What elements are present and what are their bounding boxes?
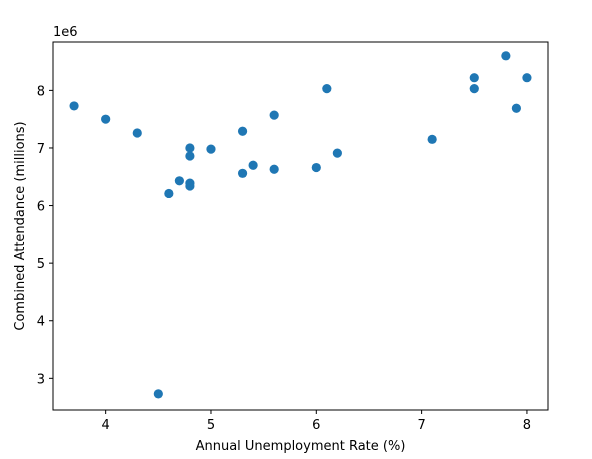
x-tick-label: 7 [417, 418, 425, 433]
data-point-19 [332, 148, 342, 158]
y-tick-label: 7 [37, 142, 45, 157]
y-axis-label: Combined Attendance (millions) [13, 121, 28, 330]
data-point-5 [164, 188, 174, 199]
data-point-12 [237, 126, 248, 136]
y-tick-label: 5 [37, 257, 45, 272]
data-point-6 [174, 176, 184, 186]
data-point-7 [185, 143, 195, 153]
data-point-23 [501, 51, 511, 61]
axis-ticks: 4 5 6 7 8 3 4 5 6 7 8 [37, 84, 531, 433]
data-point-2 [101, 114, 111, 124]
x-tick-label: 5 [207, 418, 215, 433]
data-point-20 [427, 134, 437, 144]
data-point-22 [469, 84, 479, 94]
data-point-18 [322, 84, 332, 94]
data-point-16 [269, 164, 279, 174]
x-axis-label: Annual Unemployment Rate (%) [196, 439, 406, 454]
x-tick-label: 8 [523, 418, 531, 433]
plot-area-frame [52, 41, 549, 411]
data-point-1 [69, 101, 79, 111]
data-point-13 [237, 168, 248, 178]
data-point-10 [185, 181, 195, 191]
data-point-3 [132, 128, 142, 138]
data-point-24 [511, 103, 521, 113]
y-tick-label: 6 [37, 200, 45, 215]
data-point-11 [206, 144, 216, 154]
data-point-25 [522, 73, 532, 83]
y-axis-offset-label: 1e6 [53, 25, 78, 40]
y-tick-label: 3 [37, 372, 45, 387]
x-tick-label: 4 [102, 418, 110, 433]
data-point-17 [311, 162, 321, 173]
y-tick-label: 4 [37, 315, 45, 330]
data-point-8 [185, 151, 195, 161]
y-tick-label: 8 [37, 84, 45, 99]
data-point-14 [248, 160, 258, 170]
x-tick-label: 6 [312, 418, 320, 433]
data-point-4 [153, 389, 163, 399]
data-point-15 [269, 110, 279, 120]
data-points [69, 51, 532, 399]
data-point-21 [469, 73, 479, 83]
